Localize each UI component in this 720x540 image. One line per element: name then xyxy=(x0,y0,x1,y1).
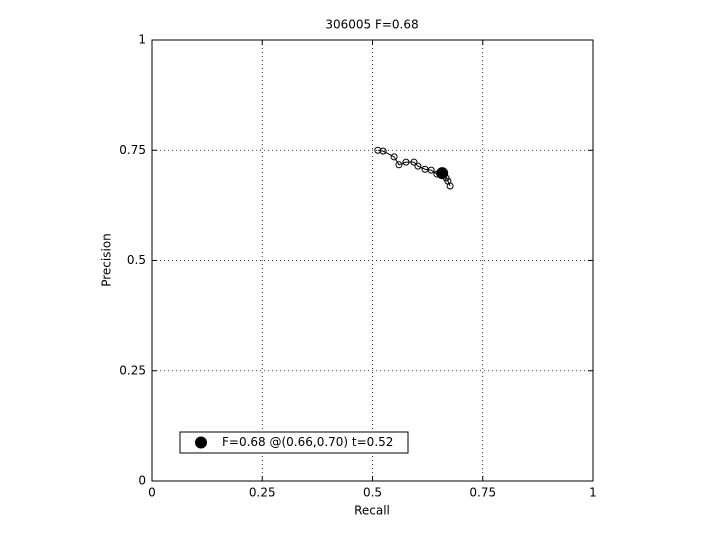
point xyxy=(410,158,418,166)
y-tick-label: 0.25 xyxy=(119,363,146,377)
y-tick-label: 0.5 xyxy=(127,253,146,267)
y-axis-label: Precision xyxy=(100,233,114,287)
x-axis-label: Recall xyxy=(354,504,390,518)
y-tick-label: 0.75 xyxy=(119,143,146,157)
x-tick-label: 1 xyxy=(589,486,597,500)
point xyxy=(390,153,398,161)
point xyxy=(379,147,387,155)
point xyxy=(374,146,382,154)
point xyxy=(402,158,410,166)
chart-title: 306005 F=0.68 xyxy=(325,18,418,32)
best-point xyxy=(436,167,449,180)
legend-label: F=0.68 @(0.66,0.70) t=0.52 xyxy=(222,435,393,449)
legend-marker xyxy=(195,436,207,449)
y-tick-label: 1 xyxy=(138,33,146,47)
point xyxy=(427,166,435,174)
axes-box xyxy=(151,39,594,482)
x-tick-label: 0 xyxy=(148,486,156,500)
point xyxy=(395,161,403,169)
point xyxy=(414,162,422,170)
legend-box xyxy=(179,431,409,454)
x-tick-label: 0.5 xyxy=(363,486,382,500)
y-tick-label: 0 xyxy=(138,474,146,488)
x-tick-label: 0.75 xyxy=(469,486,496,500)
point xyxy=(446,182,454,190)
x-tick-label: 0.25 xyxy=(249,486,276,500)
